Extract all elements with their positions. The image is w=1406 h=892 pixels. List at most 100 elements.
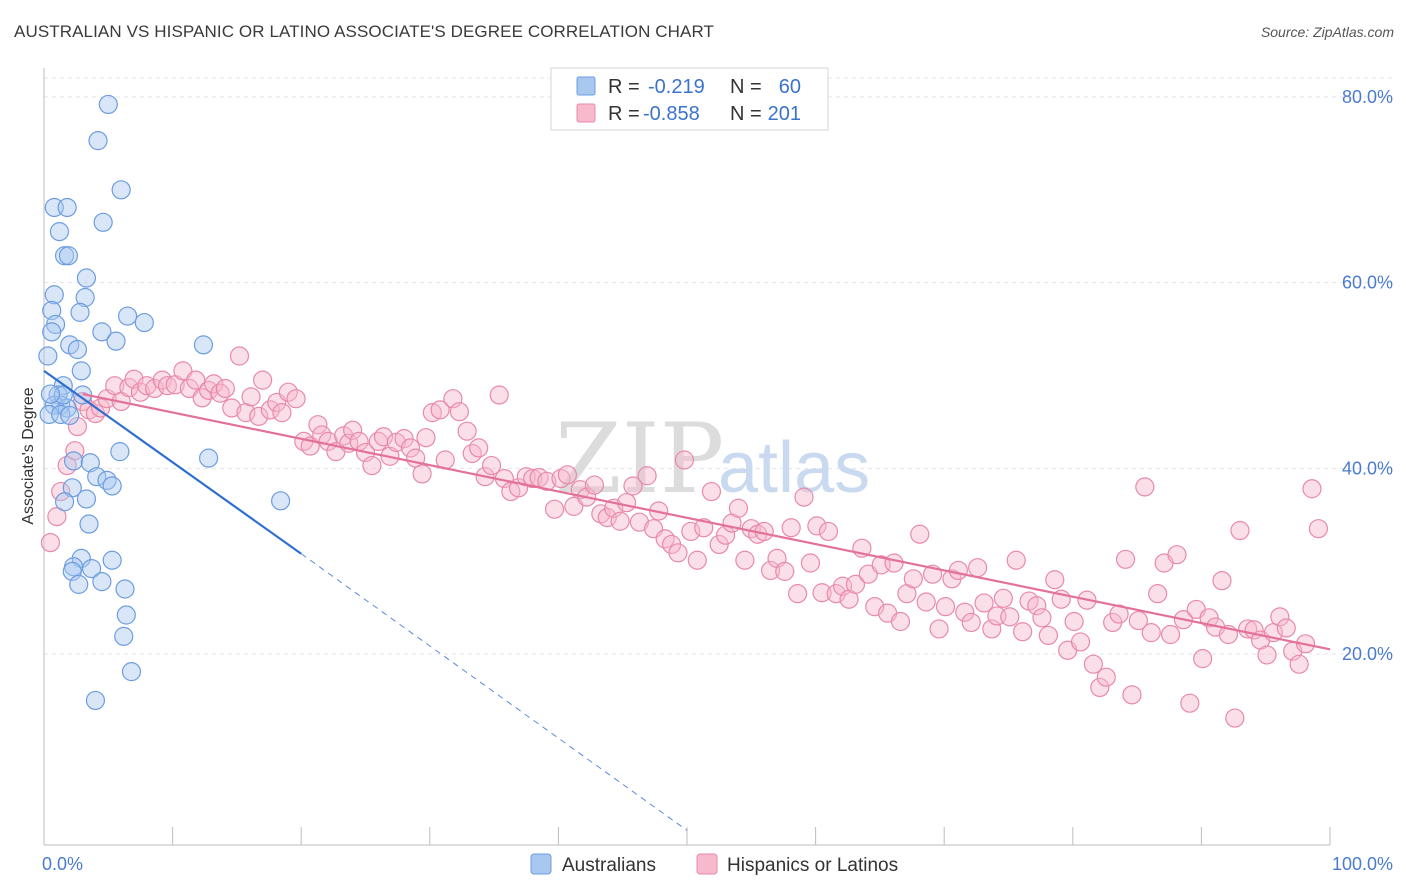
point-hispanics-185 <box>1230 520 1250 541</box>
point-hispanics-167 <box>1115 549 1136 569</box>
source-credit: Source: ZipAtlas.com <box>1260 24 1394 40</box>
point-australians-22 <box>67 339 88 360</box>
point-australians-17 <box>42 322 62 342</box>
trend-lines <box>43 369 1331 831</box>
point-hispanics-196 <box>1302 479 1322 499</box>
point-hispanics-136 <box>916 592 936 612</box>
point-hispanics-25 <box>199 380 219 400</box>
x-tick-labels: 0.0% 100.0% <box>42 854 1393 874</box>
point-hispanics-91 <box>623 476 643 496</box>
point-hispanics-179 <box>1193 649 1213 669</box>
point-australians-31 <box>39 404 59 425</box>
point-hispanics-33 <box>249 406 269 426</box>
point-hispanics-4 <box>65 441 85 461</box>
point-hispanics-150 <box>1006 550 1026 570</box>
point-australians-55 <box>114 626 134 646</box>
point-hispanics-121 <box>818 521 839 542</box>
point-hispanics-160 <box>1070 632 1091 652</box>
point-hispanics-100 <box>681 521 701 542</box>
point-australians-2 <box>111 180 131 200</box>
point-australians-24 <box>71 361 91 381</box>
point-australians-40 <box>102 476 122 496</box>
x-tick-label-0: 0.0% <box>42 854 83 874</box>
series-legend: Australians Hispanics or Latinos <box>530 853 898 876</box>
legend-r-label-hispanics: R = <box>608 103 640 125</box>
bottom-legend-label-australians: Australians <box>562 855 656 876</box>
point-australians-59 <box>40 384 61 404</box>
point-hispanics-39 <box>286 389 306 409</box>
point-hispanics-60 <box>416 428 436 448</box>
point-hispanics-118 <box>800 553 821 573</box>
point-hispanics-119 <box>807 516 827 536</box>
point-hispanics-144 <box>968 558 988 578</box>
point-hispanics-103 <box>701 481 722 502</box>
point-hispanics-65 <box>449 402 469 422</box>
point-hispanics-87 <box>597 507 617 528</box>
point-australians-19 <box>106 331 126 351</box>
point-hispanics-92 <box>629 512 650 532</box>
point-hispanics-23 <box>186 370 206 390</box>
point-hispanics-62 <box>430 400 450 420</box>
point-australians-56 <box>121 662 142 682</box>
point-hispanics-68 <box>469 438 489 458</box>
grid-lines <box>44 77 1393 655</box>
y-tick-label-2: 60.0% <box>1342 273 1393 293</box>
point-hispanics-175 <box>1167 545 1187 565</box>
point-hispanics-155 <box>1038 625 1058 646</box>
point-australians-39 <box>97 470 117 491</box>
point-hispanics-66 <box>457 421 477 441</box>
point-hispanics-135 <box>910 524 930 544</box>
point-australians-49 <box>81 558 102 579</box>
y-tick-label-3: 80.0% <box>1342 87 1393 107</box>
point-hispanics-149 <box>1000 607 1020 627</box>
point-hispanics-139 <box>935 597 956 617</box>
axes <box>43 68 1331 846</box>
point-hispanics-120 <box>812 583 832 603</box>
point-hispanics-163 <box>1090 677 1110 698</box>
point-hispanics-59 <box>412 464 432 484</box>
legend-n-value-australians: 60 <box>779 76 801 98</box>
point-hispanics-194 <box>1289 654 1309 674</box>
point-hispanics-0 <box>40 532 61 553</box>
point-hispanics-116 <box>787 584 808 604</box>
point-australians-10 <box>44 285 64 305</box>
point-hispanics-168 <box>1122 685 1142 705</box>
point-australians-37 <box>80 453 100 473</box>
point-australians-18 <box>92 322 112 342</box>
point-hispanics-164 <box>1096 667 1116 687</box>
x-tick-label-1: 100.0% <box>1332 854 1393 874</box>
point-hispanics-1 <box>47 507 67 527</box>
point-hispanics-191 <box>1270 607 1290 627</box>
chart-title: AUSTRALIAN VS HISPANIC OR LATINO ASSOCIA… <box>14 22 715 41</box>
point-australians-5 <box>93 212 113 232</box>
point-hispanics-151 <box>1013 622 1033 642</box>
point-australians-43 <box>76 489 97 509</box>
point-hispanics-37 <box>272 403 292 423</box>
point-australians-8 <box>58 246 79 266</box>
point-hispanics-182 <box>1212 571 1232 591</box>
point-hispanics-102 <box>694 518 714 538</box>
bottom-legend-label-hispanics: Hispanics or Latinos <box>727 855 898 876</box>
y-axis-label: Associate's Degree <box>20 387 37 524</box>
point-hispanics-132 <box>890 611 911 632</box>
point-australians-33 <box>60 405 80 426</box>
watermark: ZIP atlas <box>555 403 870 515</box>
point-australians-14 <box>117 306 138 326</box>
point-hispanics-134 <box>903 569 923 589</box>
point-hispanics-127 <box>858 564 878 584</box>
point-hispanics-156 <box>1045 570 1065 590</box>
point-australians-51 <box>92 571 112 592</box>
point-hispanics-159 <box>1064 611 1084 632</box>
point-hispanics-184 <box>1225 708 1245 728</box>
point-australians-0 <box>98 94 118 115</box>
point-australians-15 <box>134 312 154 333</box>
point-australians-53 <box>115 579 135 599</box>
y-tick-labels: 20.0% 40.0% 60.0% 80.0% <box>1342 87 1393 664</box>
point-hispanics-172 <box>1148 584 1168 604</box>
point-hispanics-169 <box>1128 610 1148 631</box>
point-hispanics-101 <box>687 550 707 570</box>
legend-swatch-hispanics <box>576 103 596 123</box>
point-hispanics-112 <box>760 560 781 581</box>
point-australians-6 <box>49 222 70 242</box>
